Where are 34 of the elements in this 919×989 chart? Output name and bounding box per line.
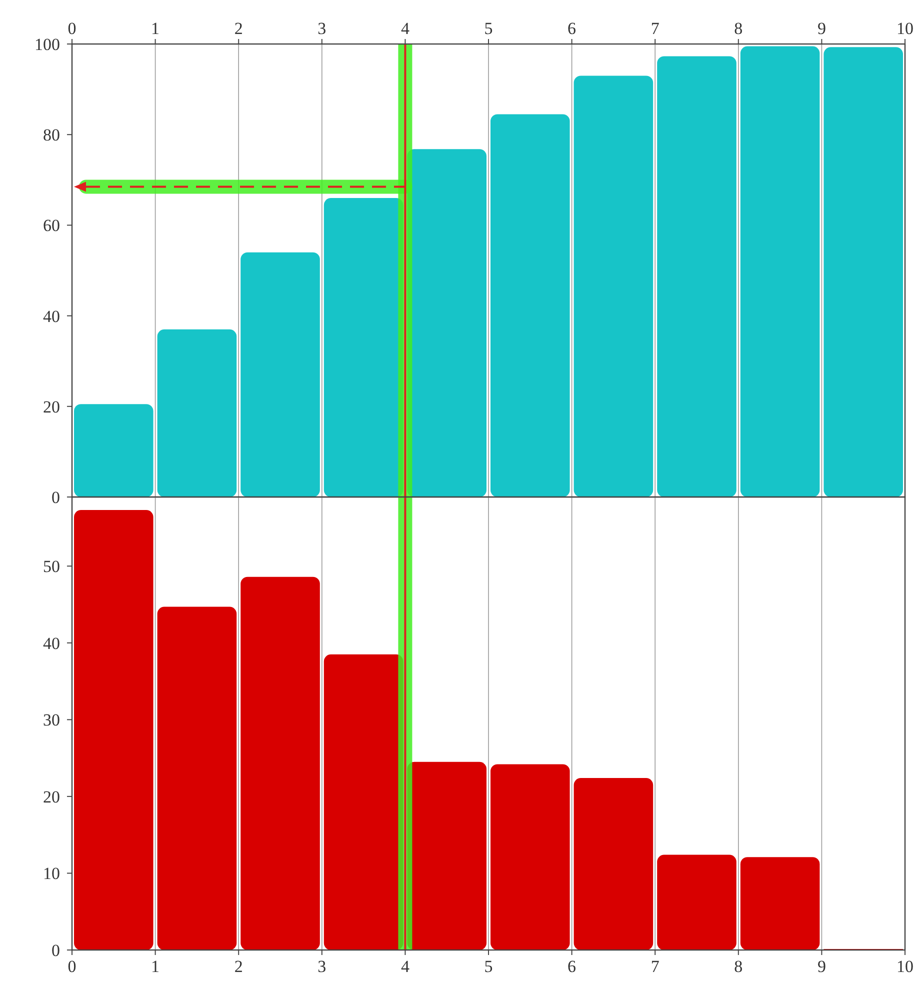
x-tick-label: 1 (151, 19, 160, 38)
x-tick-label: 10 (896, 957, 914, 976)
y-tick-label: 40 (43, 634, 60, 653)
x-tick-label: 5 (484, 19, 493, 38)
x-tick-label: 3 (318, 957, 326, 976)
y-tick-label: 20 (43, 397, 60, 416)
y-tick-label: 100 (34, 34, 60, 54)
x-tick-label: 1 (151, 957, 160, 976)
x-tick-label: 10 (896, 19, 914, 38)
y-tick-label: 10 (43, 864, 60, 884)
y-tick-label: 20 (43, 787, 60, 806)
y-tick-label: 0 (52, 940, 60, 960)
x-tick-label: 7 (650, 957, 660, 976)
x-tick-label: 6 (568, 19, 576, 38)
x-tick-label: 2 (234, 19, 243, 38)
x-tick-label: 0 (68, 19, 76, 38)
x-tick-label: 8 (734, 957, 743, 976)
y-tick-label: 0 (52, 488, 60, 507)
x-tick-label: 8 (734, 19, 743, 38)
y-tick-label: 80 (43, 126, 60, 145)
x-tick-label: 6 (568, 957, 576, 976)
y-tick-label: 30 (43, 710, 60, 730)
x-tick-label: 4 (400, 19, 410, 38)
x-tick-label: 2 (234, 957, 243, 976)
x-tick-label: 4 (400, 957, 410, 976)
x-tick-label: 7 (650, 19, 660, 38)
x-tick-label: 0 (68, 957, 76, 976)
y-tick-label: 50 (43, 557, 60, 576)
x-tick-label: 3 (318, 19, 326, 38)
y-tick-label: 60 (43, 216, 60, 236)
x-tick-label: 5 (484, 957, 493, 976)
y-tick-label: 40 (43, 306, 60, 326)
x-tick-label: 9 (817, 957, 826, 976)
x-tick-label: 9 (817, 19, 826, 38)
